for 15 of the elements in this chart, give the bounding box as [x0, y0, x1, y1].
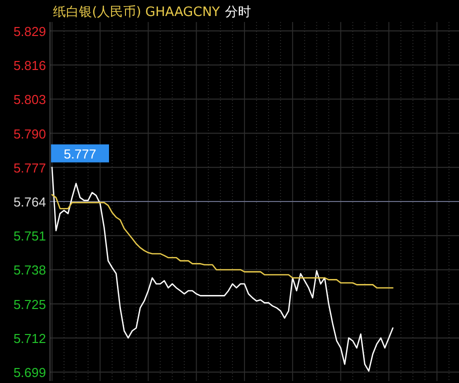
y-tick-label: 5.777	[13, 160, 46, 176]
annotation: 5.777	[64, 146, 96, 162]
y-tick-label: 5.725	[13, 296, 46, 312]
annotation: 5.777	[51, 144, 109, 162]
chart-subtitle: 分时	[224, 5, 251, 20]
y-tick-label: 5.829	[13, 24, 46, 39]
y-tick-label: 5.712	[13, 330, 46, 346]
y-tick-label: 5.803	[13, 92, 46, 108]
y-tick-label: 5.816	[13, 58, 46, 74]
y-tick-label: 5.738	[13, 262, 46, 278]
y-tick-label: 5.790	[13, 126, 46, 142]
y-tick-label: 5.764	[13, 194, 46, 210]
y-tick-label: 5.751	[13, 228, 46, 244]
chart-title: 纸白银(人民币) GHAAGCNY	[53, 5, 220, 20]
y-tick-label: 5.699	[13, 365, 46, 380]
